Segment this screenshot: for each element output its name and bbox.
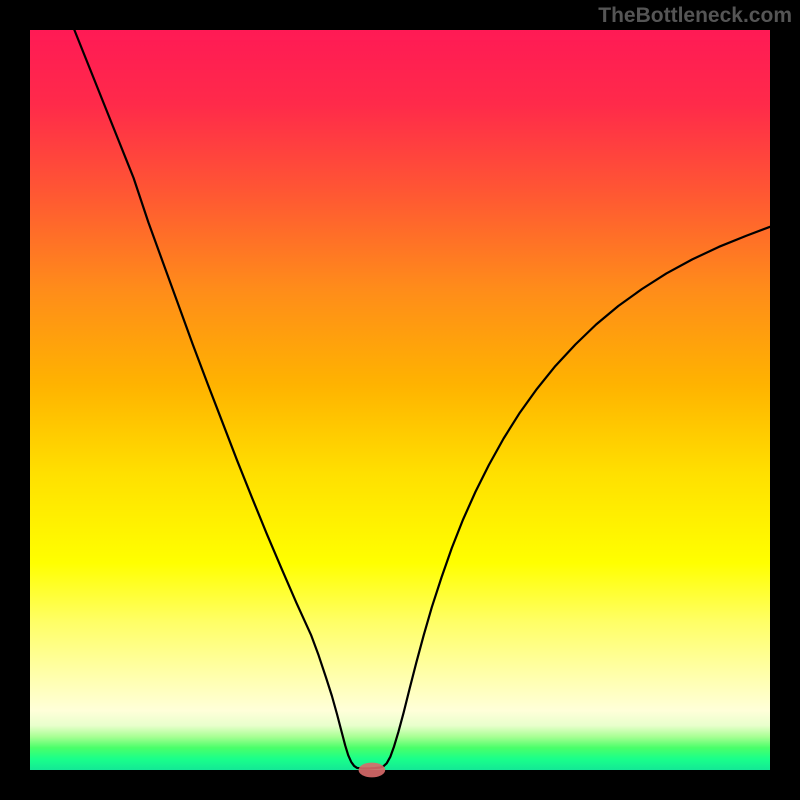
optimum-marker <box>359 763 386 778</box>
chart-svg <box>0 0 800 800</box>
bottleneck-chart <box>0 0 800 800</box>
watermark-text: TheBottleneck.com <box>598 4 792 28</box>
